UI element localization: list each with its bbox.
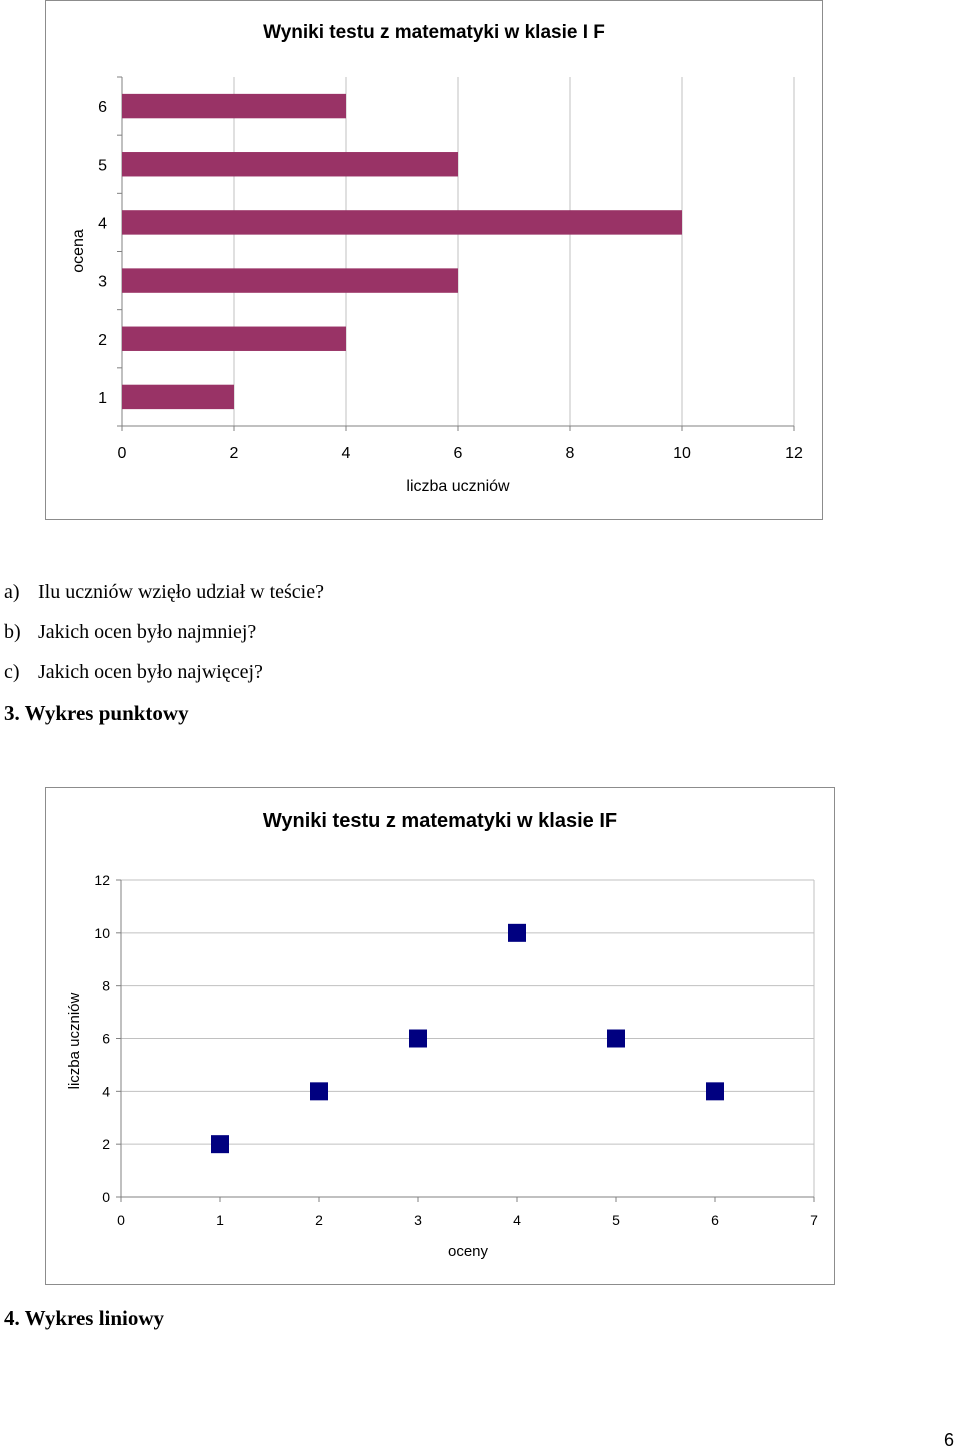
question-a-text: Ilu uczniów wzięło udział w teście?	[38, 581, 324, 603]
y-tick-label: 1	[98, 390, 107, 407]
y-tick-label: 5	[98, 157, 107, 174]
data-point	[409, 1029, 427, 1048]
y-tick-label: 12	[94, 872, 110, 888]
x-tick-label: 2	[315, 1212, 323, 1228]
x-tick-label: 1	[216, 1212, 224, 1228]
x-tick-label: 6	[454, 445, 463, 462]
y-axis-label: liczba uczniów	[66, 992, 83, 1089]
data-point	[211, 1135, 229, 1154]
question-c-text: Jakich ocen było najwięcej?	[38, 661, 263, 683]
x-tick-label: 0	[118, 445, 127, 462]
x-tick-label: 5	[612, 1212, 620, 1228]
y-tick-label: 10	[94, 925, 110, 941]
question-c-label: c)	[4, 661, 20, 683]
bar	[122, 93, 346, 119]
y-tick-label: 0	[102, 1189, 110, 1205]
question-b: b) Jakich ocen było najmniej?	[4, 621, 256, 644]
x-tick-label: 7	[810, 1212, 818, 1228]
section-4-heading: 4. Wykres liniowy	[4, 1306, 165, 1330]
x-tick-label: 12	[785, 445, 803, 462]
data-point	[310, 1082, 328, 1101]
bar	[122, 326, 346, 351]
question-a: a) Ilu uczniów wzięło udział w teście?	[4, 581, 324, 604]
data-point	[706, 1082, 724, 1101]
data-point	[508, 923, 526, 942]
x-axis-label: liczba uczniów	[406, 478, 510, 495]
x-tick-label: 4	[342, 445, 351, 462]
x-tick-label: 8	[566, 445, 575, 462]
chart-title: Wyniki testu z matematyki w klasie I F	[263, 22, 605, 43]
y-tick-label: 4	[98, 215, 107, 232]
bar	[122, 210, 682, 235]
question-b-label: b)	[4, 621, 21, 643]
y-tick-label: 8	[102, 978, 110, 994]
x-axis-label: oceny	[448, 1243, 489, 1260]
y-tick-label: 3	[98, 274, 107, 291]
x-tick-label: 0	[117, 1212, 125, 1228]
x-tick-label: 3	[414, 1212, 422, 1228]
question-a-label: a)	[4, 581, 20, 603]
chart-title: Wyniki testu z matematyki w klasie IF	[263, 810, 617, 832]
y-tick-label: 2	[102, 1136, 110, 1152]
y-axis-label: ocena	[70, 229, 87, 273]
x-tick-label: 6	[711, 1212, 719, 1228]
y-tick-label: 6	[98, 99, 107, 116]
x-tick-label: 2	[230, 445, 239, 462]
bar	[122, 152, 458, 177]
section-3-heading: 3. Wykres punktowy	[4, 701, 189, 725]
bar	[122, 268, 458, 293]
page-number: 6	[943, 1430, 954, 1450]
y-tick-label: 2	[98, 332, 107, 349]
x-tick-label: 4	[513, 1212, 521, 1228]
bar-chart: 0 2 4 6 8 10 12 1 2 3 4 5 6 Wyniki testu z matematyki…	[45, 0, 823, 520]
bar	[122, 384, 234, 410]
scatter-chart: 0 2 4 6 8 10 12 0 1 2 3 4 5 6 7 Wyniki testu z matematy…	[45, 787, 835, 1285]
x-tick-label: 10	[673, 445, 691, 462]
data-point	[607, 1029, 625, 1048]
question-b-text: Jakich ocen było najmniej?	[38, 621, 257, 643]
question-c: c) Jakich ocen było najwięcej?	[4, 661, 263, 684]
y-tick-label: 6	[102, 1031, 110, 1047]
y-tick-label: 4	[102, 1083, 110, 1099]
